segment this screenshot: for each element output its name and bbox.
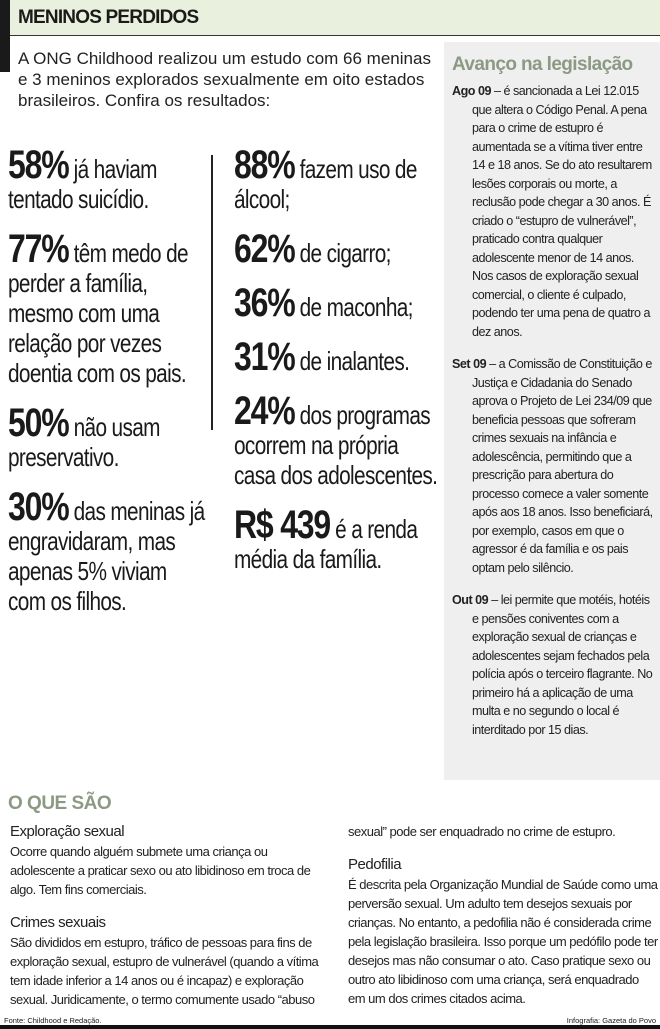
stat-item: 30% das meninas já engravidaram, mas ape… <box>8 487 206 616</box>
definitions-title: O QUE SÃO <box>8 793 112 814</box>
legislation-item: Out 09 – lei permite que motéis, hotéis … <box>452 591 654 739</box>
page-title: MENINOS PERDIDOS <box>18 7 199 28</box>
credit: Infografia: Gazeta do Povo <box>566 1016 656 1025</box>
stat-item: 62% de cigarro; <box>234 229 438 269</box>
definitions-left: Exploração sexual Ocorre quando alguém s… <box>10 822 330 1023</box>
definitions-right: sexual” pode ser enquadrado no crime de … <box>348 822 658 1022</box>
stats-right: 88% fazem uso de álcool; 62% de cigarro;… <box>234 145 438 594</box>
stat-item: R$ 439 é a renda média da família. <box>234 505 438 574</box>
stat-text: é a renda média da família. <box>234 514 418 574</box>
term: Exploração sexual <box>10 823 125 840</box>
column-divider <box>211 155 213 430</box>
stat-item: 24% dos programas ocorrem na própria cas… <box>234 391 438 490</box>
intro-text: A ONG Childhood realizou um estudo com 6… <box>18 49 431 110</box>
term: Crimes sexuais <box>10 914 106 931</box>
stat-item: 50% não usam preservativo. <box>8 403 206 472</box>
term-text: É descrita pela Organização Mundial de S… <box>348 877 658 1006</box>
stat-value: 62% <box>234 227 296 271</box>
footer-bar <box>0 1025 660 1029</box>
stat-item: 31% de inalantes. <box>234 337 438 377</box>
stat-value: 24% <box>234 389 296 433</box>
stat-value: 36% <box>234 281 296 325</box>
stat-value: R$ 439 <box>234 503 331 547</box>
item-date: Ago 09 <box>452 84 492 98</box>
accent-bar <box>0 0 10 72</box>
term-text-continued: sexual” pode ser enquadrado no crime de … <box>348 824 616 839</box>
legislation-title: Avanço na legislação <box>452 54 633 75</box>
item-date: Set 09 <box>452 357 487 371</box>
legislation-item: Set 09 – a Comissão de Constituição e Ju… <box>452 355 654 577</box>
item-text: – lei permite que motéis, hotéis e pensõ… <box>472 593 653 737</box>
term-text: São divididos em estupro, tráfico de pes… <box>10 935 319 1007</box>
stat-text: não usam preservativo. <box>8 412 160 472</box>
stat-value: 31% <box>234 335 296 379</box>
stat-text: de inalantes. <box>294 346 410 376</box>
item-date: Out 09 <box>452 593 489 607</box>
source: Fonte: Childhood e Redação. <box>4 1016 102 1025</box>
stat-text: já haviam tentado suicídio. <box>8 154 157 214</box>
footer: Fonte: Childhood e Redação. Infografia: … <box>0 1016 660 1025</box>
header-band <box>0 0 660 36</box>
stat-text: têm medo de perder a família, mesmo com … <box>8 238 189 388</box>
item-text: – é sancionada a Lei 12.015 que altera o… <box>472 84 652 339</box>
stat-item: 58% já haviam tentado suicídio. <box>8 145 206 214</box>
stat-item: 36% de maconha; <box>234 283 438 323</box>
stat-value: 30% <box>8 485 70 529</box>
legislation-item: Ago 09 – é sancionada a Lei 12.015 que a… <box>452 82 654 341</box>
stat-text: de maconha; <box>294 292 414 322</box>
stat-text: fazem uso de álcool; <box>234 154 417 214</box>
stat-text: das meninas já engravidaram, mas apenas … <box>8 496 205 616</box>
term-text: Ocorre quando alguém submete uma criança… <box>10 844 311 897</box>
term: Pedofilia <box>348 856 402 873</box>
stat-value: 88% <box>234 143 296 187</box>
stat-value: 58% <box>8 143 70 187</box>
legislation-panel: Avanço na legislação Ago 09 – é sanciona… <box>444 42 660 780</box>
stat-value: 77% <box>8 227 70 271</box>
item-text: – a Comissão de Constituição e Justiça e… <box>472 357 653 575</box>
stat-text: dos programas ocorrem na própria casa do… <box>234 400 438 490</box>
stat-value: 50% <box>8 401 70 445</box>
stat-item: 88% fazem uso de álcool; <box>234 145 438 214</box>
stat-text: de cigarro; <box>294 238 392 268</box>
stat-item: 77% têm medo de perder a família, mesmo … <box>8 229 206 388</box>
stats-left: 58% já haviam tentado suicídio. 77% têm … <box>8 145 206 636</box>
